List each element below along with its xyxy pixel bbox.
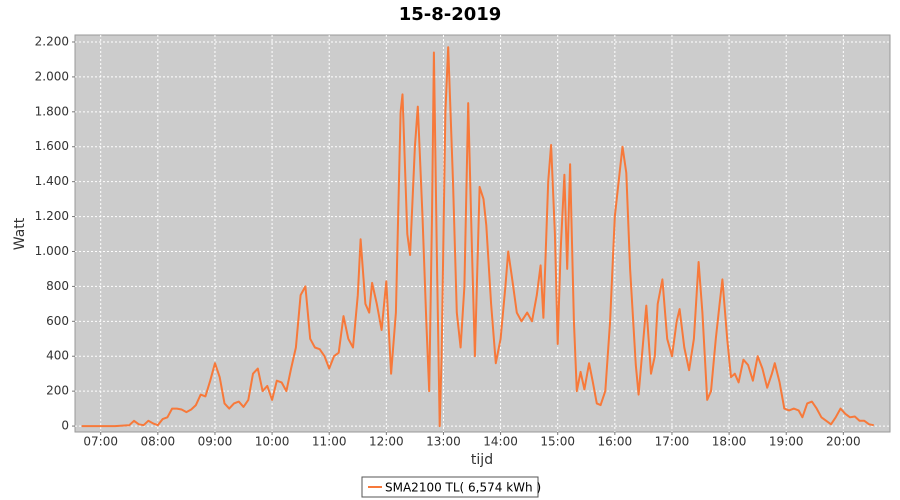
y-tick-label: 1.200 [35,209,69,223]
x-tick-label: 08:00 [141,435,176,449]
x-tick-label: 13:00 [426,435,461,449]
x-tick-label: 07:00 [83,435,118,449]
y-tick-label: 400 [46,349,69,363]
x-tick-label: 09:00 [198,435,233,449]
x-tick-label: 15:00 [540,435,575,449]
x-tick-label: 12:00 [369,435,404,449]
y-tick-label: 1.400 [35,174,69,188]
x-tick-label: 11:00 [312,435,347,449]
x-tick-label: 17:00 [655,435,690,449]
series-line [81,46,874,428]
chart-title: 15-8-2019 [399,4,502,25]
y-tick-label: 1.800 [35,104,69,118]
x-tick-label: 10:00 [255,435,290,449]
x-tick-label: 18:00 [712,435,747,449]
y-tick-label: 2.200 [35,34,69,48]
legend-label: SMA2100 TL( 6,574 kWh ) [385,481,541,495]
x-tick-label: 19:00 [769,435,804,449]
y-tick-label: 600 [46,314,69,328]
x-tick-label: 20:00 [826,435,861,449]
x-tick-label: 14:00 [483,435,518,449]
y-tick-label: 0 [61,419,69,433]
x-tick-label: 16:00 [598,435,633,449]
legend-box [361,476,539,498]
y-tick-label: 800 [46,279,69,293]
y-axis-label: Watt [12,217,28,250]
y-tick-label: 1.600 [35,139,69,153]
y-tick-label: 1.000 [35,244,69,258]
y-tick-label: 200 [46,384,69,398]
plot-area [74,34,891,433]
y-tick-label: 2.000 [35,69,69,83]
x-axis-label: tijd [471,452,493,468]
